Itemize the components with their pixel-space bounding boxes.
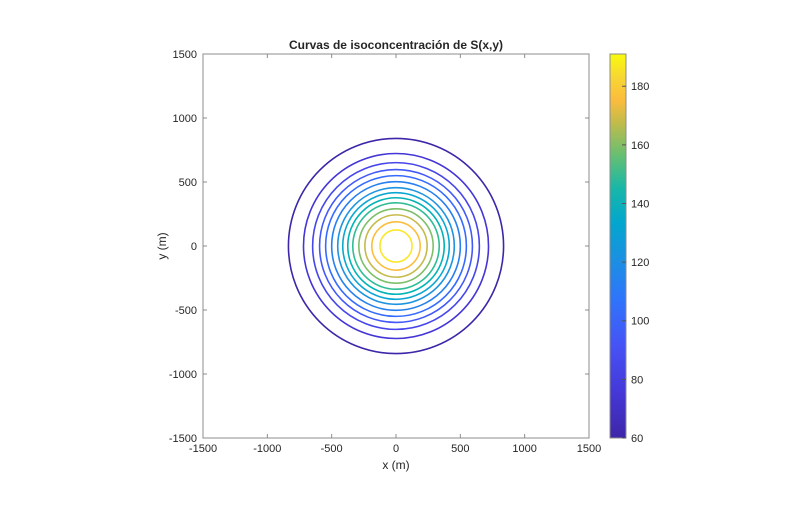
- y-axis-ticks: -1500 -1000 -500 0 500 1000 1500: [169, 49, 589, 445]
- colorbar-tick-label: 120: [631, 257, 649, 269]
- y-tick-label: 1500: [173, 49, 197, 61]
- colorbar-tick-label: 60: [631, 433, 643, 445]
- contour-level-190: [379, 229, 413, 263]
- contour-level-110: [330, 180, 462, 312]
- contour-level-70: [302, 152, 490, 340]
- contour-level-140: [346, 196, 446, 296]
- colorbar-tick-label: 100: [631, 316, 649, 328]
- x-tick-label: 1500: [577, 443, 601, 455]
- colorbar-ticks: 60 80 100 120 140 160 180: [622, 81, 649, 445]
- y-tick-label: 0: [191, 241, 197, 253]
- plot-area: -1500 -1000 -500 0 500 1000 1500 -1500 -1000 -50…: [169, 49, 601, 455]
- colorbar-tick-label: 160: [631, 140, 649, 152]
- contour-level-150: [351, 201, 441, 291]
- x-tick-label: -1500: [189, 443, 217, 455]
- colorbar-tick-label: 80: [631, 374, 643, 386]
- contour-level-60: [287, 137, 505, 355]
- contour-level-160: [358, 208, 434, 284]
- contour-lines: [287, 137, 505, 355]
- contour-level-170: [364, 214, 428, 278]
- x-tick-label: 0: [393, 443, 399, 455]
- chart-title: Curvas de isoconcentración de S(x,y): [289, 38, 503, 52]
- x-axis-ticks: -1500 -1000 -500 0 500 1000 1500: [189, 54, 601, 455]
- x-tick-label: -500: [321, 443, 343, 455]
- contour-level-100: [324, 174, 468, 318]
- y-tick-label: -500: [175, 305, 197, 317]
- y-tick-label: 1000: [173, 113, 197, 125]
- colorbar: 60 80 100 120 140 160 180: [609, 53, 649, 445]
- x-tick-label: -1000: [253, 443, 281, 455]
- y-tick-label: -1000: [169, 369, 197, 381]
- colorbar-tick-label: 180: [631, 81, 649, 93]
- x-tick-label: 1000: [512, 443, 536, 455]
- contour-level-80: [311, 161, 481, 331]
- y-axis-label: y (m): [155, 232, 169, 259]
- contour-level-130: [341, 191, 451, 301]
- y-tick-label: -1500: [169, 433, 197, 445]
- x-tick-label: 500: [451, 443, 469, 455]
- colorbar-tick-label: 140: [631, 198, 649, 210]
- contour-level-180: [371, 221, 421, 271]
- contour-level-90: [318, 168, 474, 324]
- y-tick-label: 500: [179, 177, 197, 189]
- contour-level-120: [336, 186, 456, 306]
- x-axis-label: x (m): [382, 458, 409, 472]
